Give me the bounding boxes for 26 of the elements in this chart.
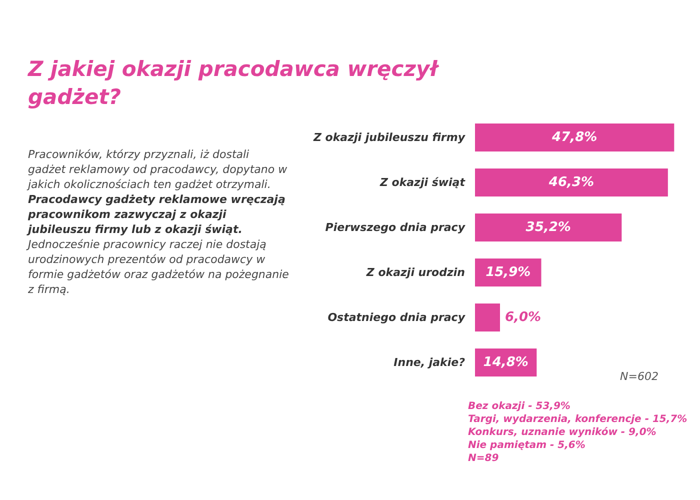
bar [475,214,622,242]
text: Z jakiej okazji pracodawca wręczył gadżet? [28,56,440,111]
data-label: 6,0% [505,310,542,325]
y-tick-label: Pierwszego dnia pracy [325,221,466,234]
y-tick-label: Z okazji jubileuszu firmy [312,131,466,144]
y-tick-label: Z okazji urodzin [365,266,466,279]
text: Pracodawcy gadżety reklamowe wręczają pracownikom zazwyczaj z okazji jubileuszu firmy lub z okazji świąt. [28,193,286,236]
data-label: 35,2% [526,220,571,235]
text: N=89 [468,452,500,465]
text: Jednocześnie pracownicy raczej nie dostają urodzinowych prezentów od pracodawcy w formie gadżetów oraz gadżetów na pożegnanie z firmą. [28,238,289,296]
y-tick-label: Ostatniego dnia pracy [328,311,466,324]
text: Bez okazji - 53,9% [468,400,572,413]
data-label: 15,9% [486,265,531,280]
bar [475,304,500,332]
data-label: 46,3% [548,175,594,190]
text: Targi, wydarzenia, konferencje - 15,7% [468,413,688,426]
bar [475,124,674,152]
text: Pracowników, którzy przyznali, iż dostali gadżet reklamowy od pracodawcy, dopytano w jakich okolicznościach ten gadżet otrzymali. [28,148,288,191]
text: Konkurs, uznanie wyników - 9,0% [468,426,658,439]
data-label: 47,8% [551,130,598,145]
y-tick-label: Inne, jakie? [394,356,466,369]
data-label: 14,8% [483,355,528,370]
text: Nie pamiętam - 5,6% [468,439,586,452]
bar [475,168,668,196]
annotation: N=602 [620,370,658,383]
y-tick-label: Z okazji świąt [378,176,466,189]
